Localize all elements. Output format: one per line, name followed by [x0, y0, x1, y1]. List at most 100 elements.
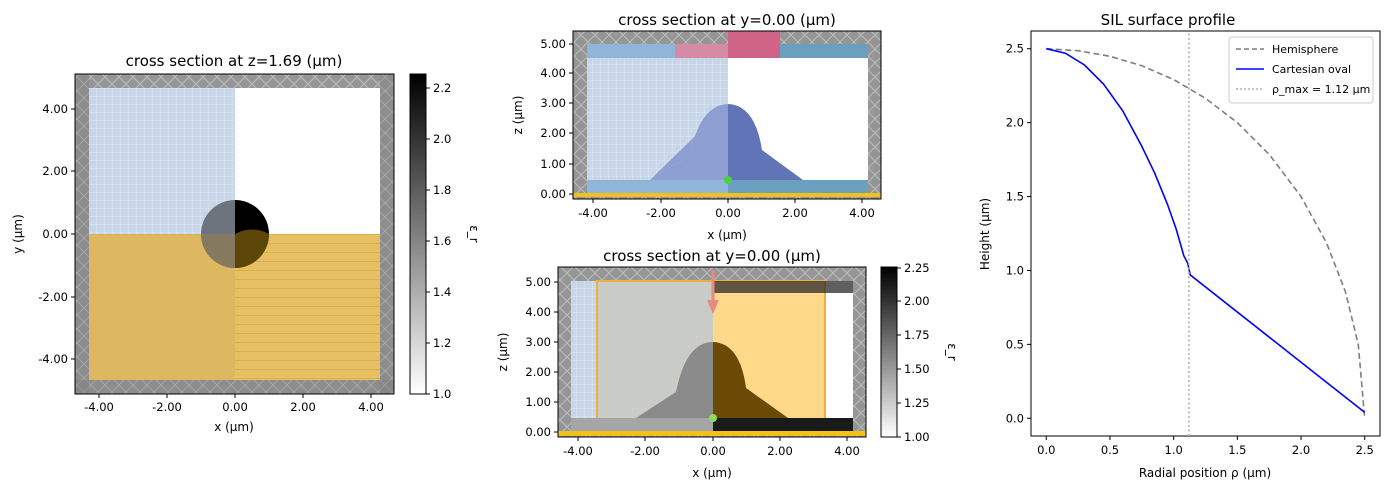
panel2-xlabel: x (μm) [707, 228, 747, 242]
tick-label: 4.00 [358, 400, 384, 414]
cbar-tick: 1.4 [433, 285, 451, 299]
tick-label: -4.00 [38, 352, 68, 366]
panel1-ylabel: y (μm) [11, 214, 25, 254]
tick-label: 2.00 [42, 164, 68, 178]
y-tick-label: 0.5 [1006, 337, 1024, 351]
cbar-tick: 2.0 [433, 132, 451, 146]
tick-label: 0.00 [42, 227, 68, 241]
sil-right [728, 104, 803, 180]
tick-label: 4.00 [834, 444, 860, 458]
panel3-yticks: 5.00 4.00 3.00 2.00 1.00 0.00 [525, 275, 558, 439]
chart-xticks: 0.0 0.5 1.0 1.5 2.0 2.5 [1037, 436, 1374, 457]
source-lines [235, 234, 380, 380]
cbar-tick: 1.50 [904, 362, 930, 376]
panel3-frame [557, 266, 867, 438]
panel1-xticks: -4.00 -2.00 0.00 2.00 4.00 [84, 394, 384, 414]
cbar-tick: 1.0 [433, 387, 451, 401]
panel3-xticks: -4.00 -2.00 0.00 2.00 4.00 [563, 437, 860, 458]
panel1-yticks: 4.00 2.00 0.00 -2.00 -4.00 [38, 102, 75, 366]
panel2-frame [572, 30, 882, 200]
sil-left [636, 342, 713, 418]
x-tick-label: 2.0 [1292, 443, 1310, 457]
panel3-title: cross section at y=0.00 (μm) [603, 247, 821, 265]
x-tick-label: 0.0 [1037, 443, 1055, 457]
tick-label: 0.00 [525, 425, 551, 439]
substrate-left [587, 180, 728, 194]
tick-label: -2.00 [630, 444, 660, 458]
panel-y-cross-section-bottom: cross section at y=0.00 (μm) -4.00 -2.00… [496, 247, 959, 480]
legend-box [1228, 36, 1374, 104]
panel2-title: cross section at y=0.00 (μm) [618, 11, 836, 29]
y-tick-label: 0.0 [1006, 411, 1024, 425]
tick-label: 2.00 [782, 206, 808, 220]
panel2-ylabel: z (μm) [511, 96, 525, 135]
cbar-tick: 1.2 [433, 336, 451, 350]
tick-label: -4.00 [578, 206, 608, 220]
gold-plane [558, 431, 866, 436]
chart-series [1046, 31, 1366, 436]
colorbar-3 [880, 266, 898, 438]
tick-label: 3.00 [525, 335, 551, 349]
dipole-point [724, 176, 732, 184]
colorbar3-label: ε_r [945, 343, 959, 360]
tick-label: -2.00 [38, 290, 68, 304]
colorbar3-ticks: 2.25 2.00 1.75 1.50 1.25 1.00 [897, 261, 930, 444]
tick-label: -4.00 [563, 444, 593, 458]
x-tick-label: 0.5 [1101, 443, 1119, 457]
sil-profile-chart: SIL surface profile 0.0 0.5 1.0 1.5 2.0 2.5 0… [978, 11, 1381, 480]
substrate-right [728, 180, 868, 194]
substrate-right [713, 418, 853, 432]
sil-right [713, 342, 788, 418]
tick-label: -2.00 [152, 400, 182, 414]
tick-label: 4.00 [525, 305, 551, 319]
panel1-title: cross section at z=1.69 (μm) [126, 52, 343, 70]
sil-left-body [650, 104, 728, 180]
chart-yticks: 0.0 0.5 1.0 1.5 2.0 2.5 [1006, 42, 1031, 425]
tick-label: 0.00 [222, 400, 248, 414]
mode-source-right [780, 44, 868, 58]
gold-plane [573, 193, 881, 197]
dipole-point [709, 414, 717, 422]
tick-label: 0.00 [700, 444, 726, 458]
mode-source-mid [675, 44, 728, 58]
tick-label: 5.00 [540, 37, 566, 51]
tick-label: -4.00 [84, 400, 114, 414]
cbar-tick: 1.00 [904, 430, 930, 444]
legend-label-rho: ρ_max = 1.12 μm [1272, 83, 1370, 96]
legend-label-hemisphere: Hemisphere [1272, 43, 1339, 56]
mode-source-dark [713, 281, 853, 293]
source-arrow-head [707, 300, 719, 314]
tick-label: 2.00 [525, 365, 551, 379]
cbar-tick: 1.75 [904, 328, 930, 342]
cbar-tick: 2.00 [904, 294, 930, 308]
cbar-tick: 1.8 [433, 183, 451, 197]
tick-label: 3.00 [540, 96, 566, 110]
chart-ylabel: Height (μm) [978, 198, 992, 270]
x-tick-label: 1.5 [1228, 443, 1246, 457]
panel2-yticks: 5.00 4.00 3.00 2.00 1.00 0.00 [540, 37, 573, 201]
tick-label: 1.00 [540, 157, 566, 171]
colorbar1-label: ε_r [467, 225, 481, 242]
tick-label: 0.00 [715, 206, 741, 220]
tick-label: -2.00 [646, 206, 676, 220]
y-tick-label: 2.0 [1006, 116, 1024, 130]
legend-label-oval: Cartesian oval [1272, 63, 1351, 76]
tick-label: 2.00 [767, 444, 793, 458]
panel3-ylabel: z (μm) [496, 333, 510, 372]
tick-label: 5.00 [525, 275, 551, 289]
tick-label: 1.00 [525, 395, 551, 409]
cbar-tick: 2.2 [433, 81, 451, 95]
panel-y-cross-section-top: cross section at y=0.00 (μm) -4.00 -2.00… [511, 11, 882, 242]
mesh-grid [89, 88, 235, 234]
y-tick-label: 1.0 [1006, 263, 1024, 277]
panel3-xlabel: x (μm) [692, 466, 732, 480]
y-tick-label: 2.5 [1006, 42, 1024, 56]
cbar-tick: 2.25 [904, 261, 930, 275]
series-hemisphere [1046, 47, 1366, 419]
cbar-tick: 1.6 [433, 234, 451, 248]
tick-label: 4.00 [540, 66, 566, 80]
mode-source-left [587, 44, 675, 58]
sil-disk-source [235, 229, 269, 268]
x-tick-label: 2.5 [1356, 443, 1374, 457]
